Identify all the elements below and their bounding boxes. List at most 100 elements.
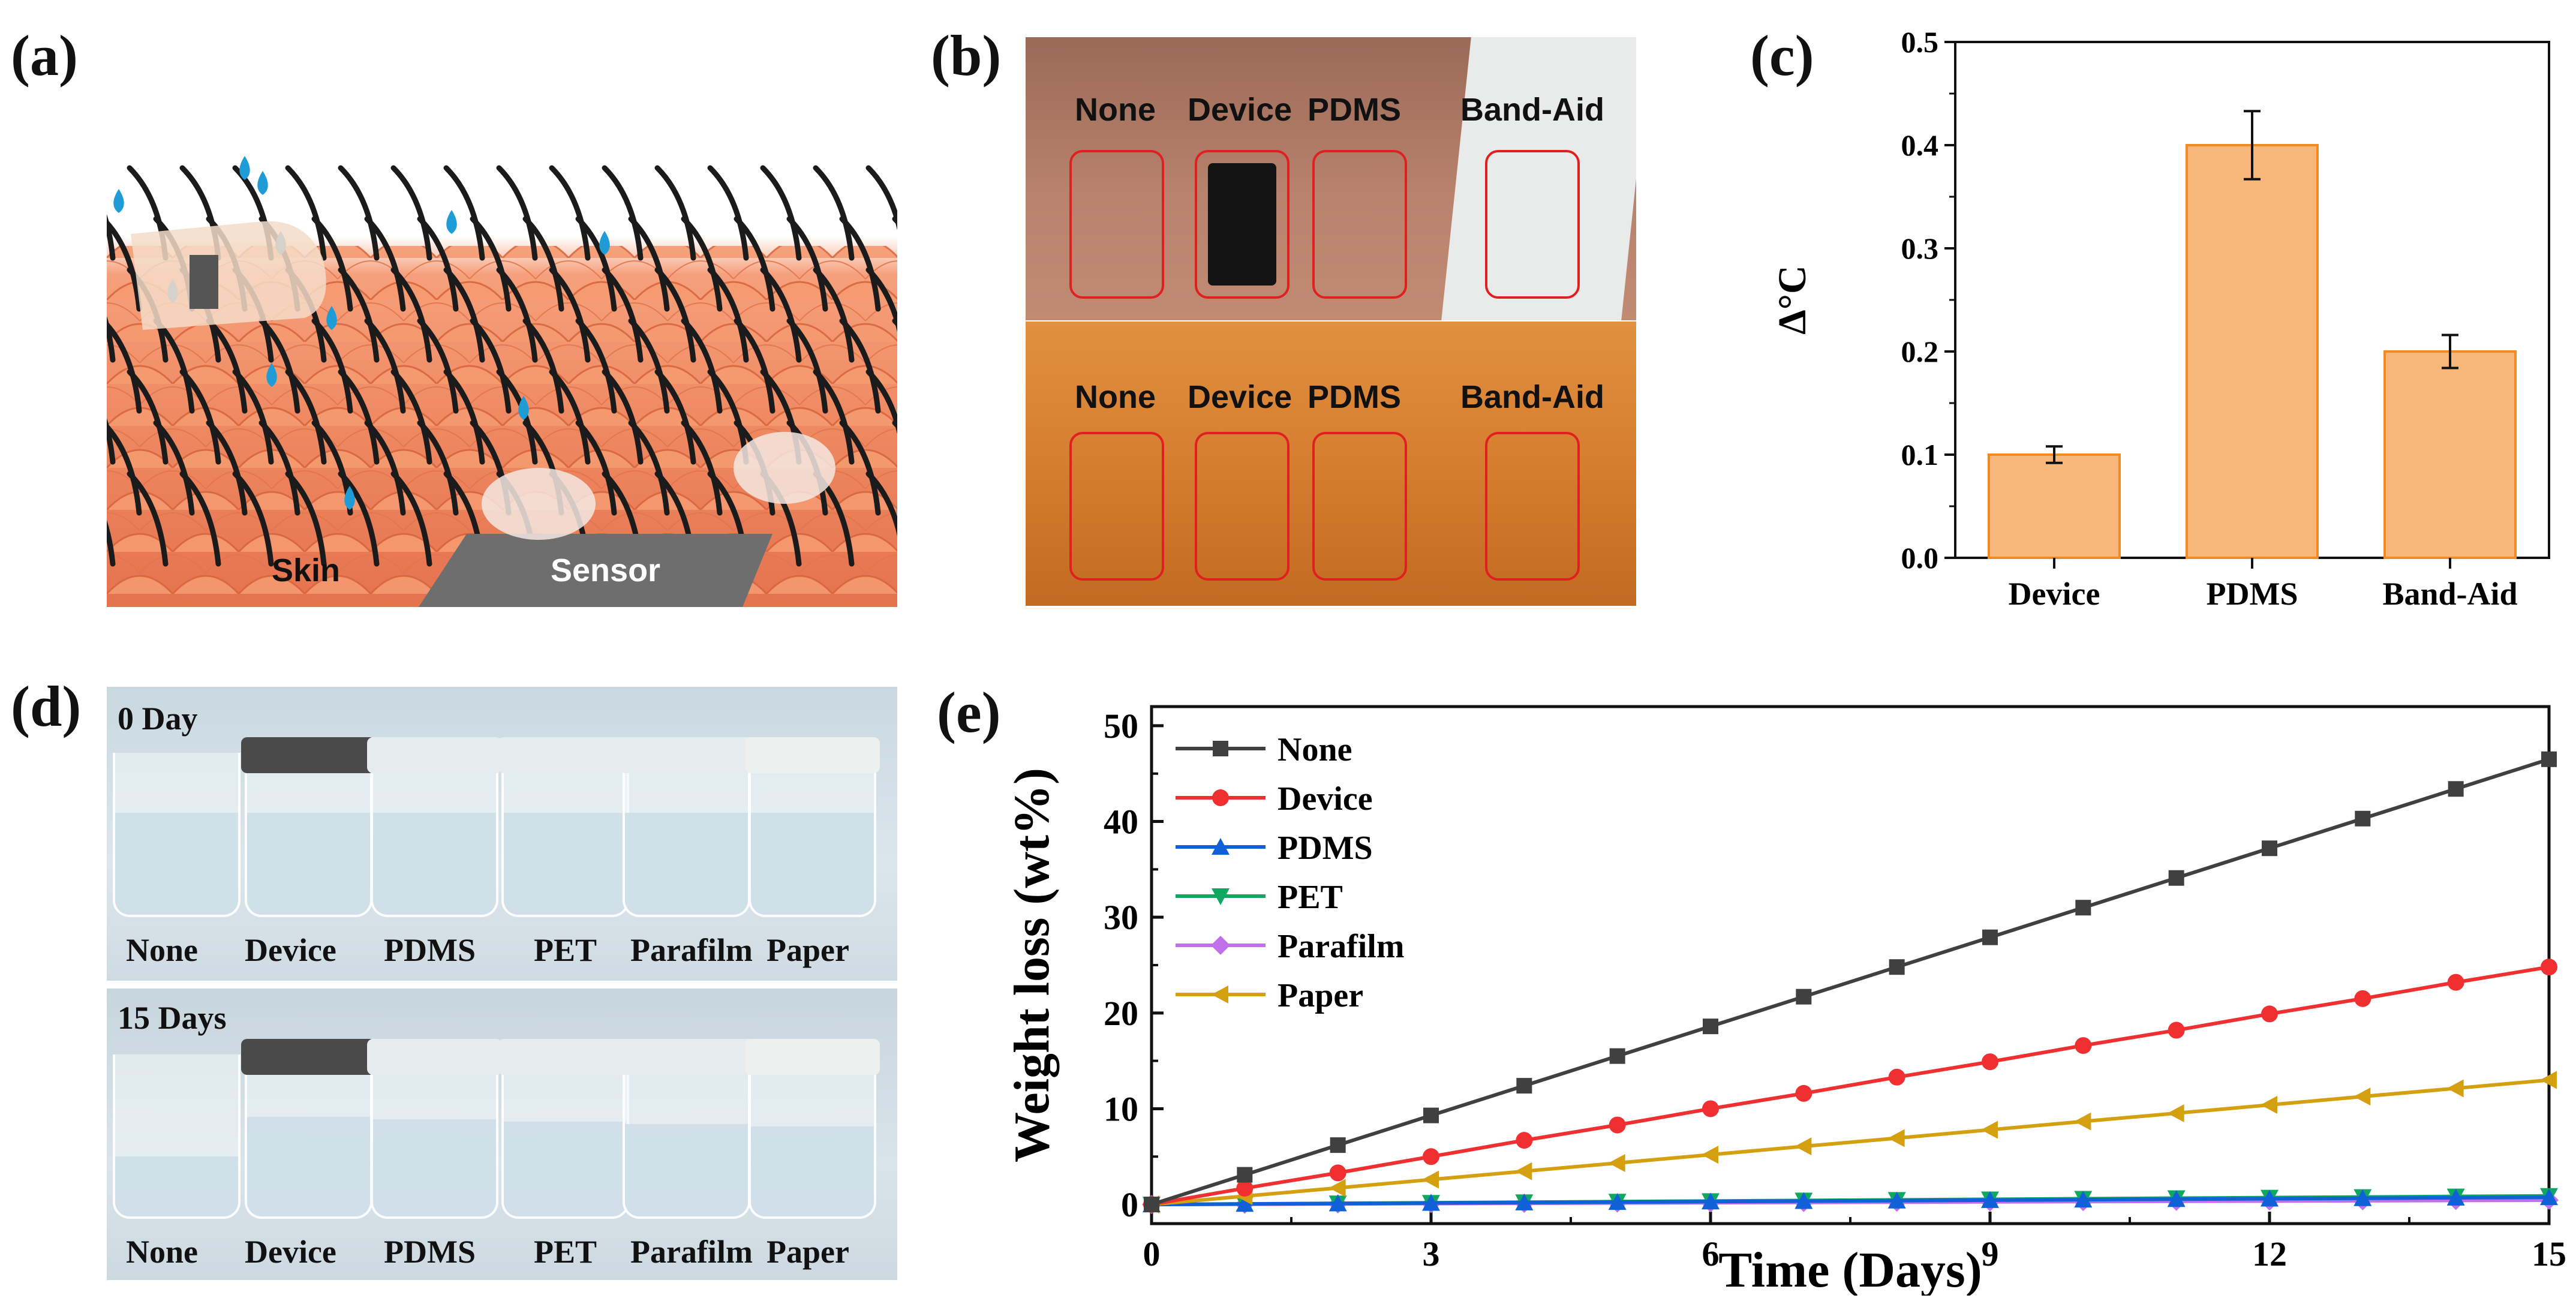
beaker-pet [498,1039,633,1219]
hair-strand [734,216,775,312]
panel-d-letter: (d) [11,674,82,738]
e-y-tick-label: 10 [1104,1089,1138,1128]
d-top-label-pet: PET [534,932,597,968]
beaker-water [504,813,627,915]
sensor-label: Sensor [551,552,661,588]
e-point-pdms [1236,1195,1254,1212]
b-bottom-label-none: None [1075,379,1156,415]
hair-strand [285,471,327,567]
d-bottom-label-pdms: PDMS [384,1234,476,1270]
beaker-cover [619,737,754,773]
e-point-paper [1795,1137,1812,1156]
c-bar-pdms [2186,144,2319,559]
e-point-device [1609,1116,1626,1134]
beaker-water [115,813,238,915]
beaker-cover [745,1039,880,1075]
beaker-none [113,1054,241,1219]
hair-strand [390,165,432,261]
beaker-pdms [367,737,502,917]
hair-strand [179,471,221,567]
hair-strand [338,165,380,261]
beaker-water [625,813,748,915]
beaker-water [247,1117,370,1216]
e-legend-label-none: None [1278,731,1352,768]
hair-strand [232,471,274,567]
b-top-box-pdms [1312,150,1407,299]
e-point-none [1982,929,1998,945]
hair-strand [839,318,881,414]
e-x-axis-label: Time (Days) [1718,1242,1982,1296]
c-x-tick-label: Device [2009,576,2100,612]
beaker-device [241,737,376,917]
e-point-device [1329,1164,1346,1182]
hair-strand [311,216,353,312]
beaker-row-bottom [107,1039,897,1234]
sweat-drop-icon [239,156,250,180]
e-point-none [1423,1107,1439,1123]
e-x-tick-label: 12 [2252,1234,2287,1273]
e-point-none [2355,810,2371,827]
e-series-device [1143,959,2557,1213]
beaker-parafilm [619,1039,754,1219]
e-point-paper [2540,1071,2557,1089]
beaker-paper [745,1039,880,1219]
e-point-none [2262,840,2277,857]
e-line-paper [1151,1078,2550,1207]
e-line-device [1151,965,2550,1207]
hair-strand [549,165,591,261]
c-bar-device [1988,453,2121,559]
c-bar-band-aid [2383,350,2517,559]
e-point-pdms [1328,1194,1347,1212]
hair-strand [628,216,670,312]
e-point-none [2448,781,2464,797]
e-y-tick-label: 20 [1104,994,1138,1033]
hair-strand [285,165,327,261]
beaker-device [241,1039,376,1219]
hair-strand [496,165,538,261]
hair-strand [364,318,406,414]
hair-strand [107,218,142,312]
d-top-label-none: None [126,932,198,968]
e-legend-marker-paper [1212,985,1228,1003]
hair-strand [786,318,828,414]
e-point-device [1888,1068,1905,1086]
hair-strand [107,320,142,414]
e-x-tick-label: 15 [2532,1234,2566,1273]
e-point-pdms [2261,1189,2279,1207]
e-point-paper [2074,1112,2091,1131]
hair-strand [390,267,432,363]
e-legend-label-pdms: PDMS [1278,830,1373,867]
hair-strand [470,318,512,414]
e-x-tick-label: 3 [1423,1234,1440,1273]
hair-strand [575,216,617,312]
hair-strand [417,216,459,312]
beaker-paper [745,737,880,917]
bar-chart-c: 0.0 0.1 0.2 0.3 0.4 0.5 Δ°C Device PDMS Band-Aid [1771,25,2550,612]
beaker-row-top [107,737,897,933]
b-bottom-box-device [1195,432,1289,581]
hair-strand [654,267,696,363]
hair-strand [127,369,169,465]
e-point-pdms [1795,1192,1813,1209]
b-bottom-box-pdms [1312,432,1407,581]
beaker-water [625,1124,748,1216]
beaker-cover [619,1039,754,1075]
hair-strand [654,165,696,261]
hair-strand [681,216,723,312]
hair-strand [865,369,897,434]
hair-strand [338,369,380,465]
hair-strand [522,216,564,312]
hair-strand [602,369,644,465]
e-point-paper [1328,1179,1346,1197]
b-top-label-none: None [1075,92,1156,128]
d-bottom-label-device: Device [245,1234,336,1270]
e-point-none [1330,1137,1346,1153]
d-top-title: 0 Day [118,701,198,737]
beaker-cover [498,737,633,773]
sweat-drop-icon [344,486,355,510]
e-legend-label-paper: Paper [1278,977,1363,1014]
beaker-cover [367,1039,502,1075]
c-y-tick-label: 0.3 [1901,232,1939,265]
beaker-water [751,813,874,915]
hair-strand [390,369,432,465]
